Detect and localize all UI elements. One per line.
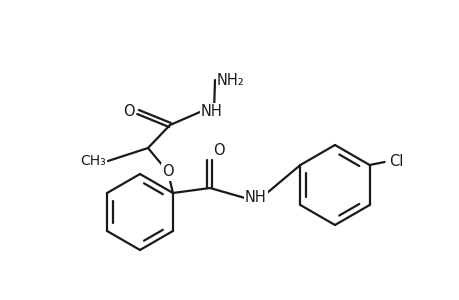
Text: NH₂: NH₂ xyxy=(217,73,244,88)
Text: NH: NH xyxy=(245,190,266,206)
Text: NH: NH xyxy=(201,104,222,119)
Text: O: O xyxy=(123,104,134,119)
Text: O: O xyxy=(162,164,174,179)
Text: CH₃: CH₃ xyxy=(80,154,106,168)
Text: Cl: Cl xyxy=(388,154,402,169)
Text: O: O xyxy=(213,143,224,158)
